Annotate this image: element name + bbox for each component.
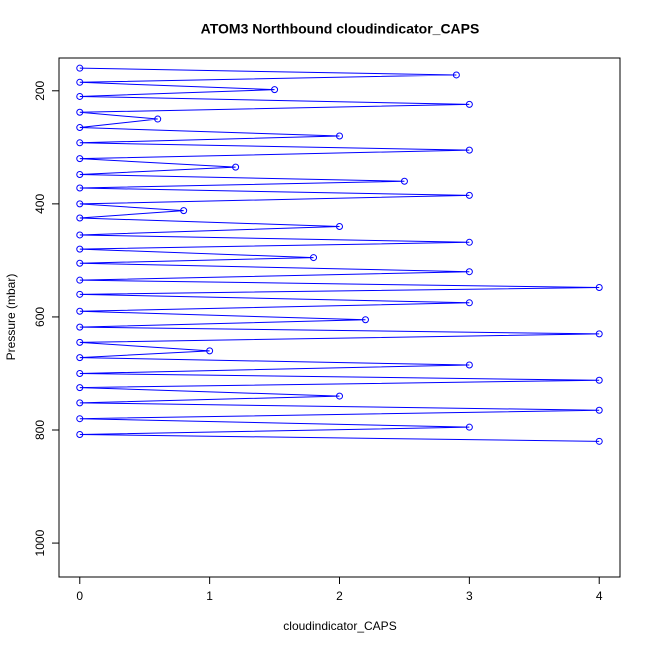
x-tick-label: 1 [206,589,213,603]
data-point [76,64,84,72]
data-point [465,146,473,154]
data-point [76,307,84,315]
data-point [76,338,84,346]
data-point [465,299,473,307]
data-point [76,139,84,147]
data-point [595,437,603,445]
data-point [76,276,84,284]
data-point [76,415,84,423]
data-point [271,86,279,94]
data-point [76,384,84,392]
data-point [76,78,84,86]
data-point [361,316,369,324]
data-point [76,354,84,362]
data-point [336,132,343,140]
data-point [76,155,84,163]
data-point [310,254,318,262]
data-point [76,231,84,239]
data-point [154,115,162,123]
y-tick-label: 400 [33,194,47,214]
data-point [76,259,84,267]
y-axis-label: Pressure (mbar) [4,274,18,361]
data-point [76,399,84,407]
data-point [76,92,84,100]
data-point [76,245,84,253]
data-point [595,376,603,384]
y-tick-label: 800 [33,420,47,440]
y-tick-label: 200 [33,80,47,100]
y-tick-label: 600 [33,307,47,327]
data-point [336,222,343,230]
x-axis-label: cloudindicator_CAPS [283,619,396,633]
data-point [465,268,473,276]
data-point [452,71,460,79]
data-point [180,207,188,215]
data-point [336,392,343,400]
data-point [76,431,84,439]
data-point [595,406,603,414]
x-tick-label: 2 [336,589,343,603]
data-point [76,323,84,331]
data-point [232,163,240,171]
data-point [76,369,84,377]
data-line [79,67,600,442]
data-point [76,124,84,132]
data-point [595,330,603,338]
data-point [206,347,214,355]
x-tick-label: 4 [596,589,603,603]
data-point [465,423,473,431]
chart-title: ATOM3 Northbound cloudindicator_CAPS [201,21,480,37]
data-point [465,100,473,108]
data-point [400,177,408,185]
data-point [76,200,84,208]
data-point [465,191,473,199]
data-point [465,361,473,369]
x-tick-label: 3 [466,589,473,603]
data-point [76,170,84,178]
data-point [76,108,84,116]
data-point [595,284,603,292]
data-point [76,184,84,192]
x-tick-label: 0 [76,589,83,603]
data-point [465,238,473,246]
data-point [76,214,84,222]
data-point [76,290,84,298]
y-tick-label: 1000 [33,529,47,556]
